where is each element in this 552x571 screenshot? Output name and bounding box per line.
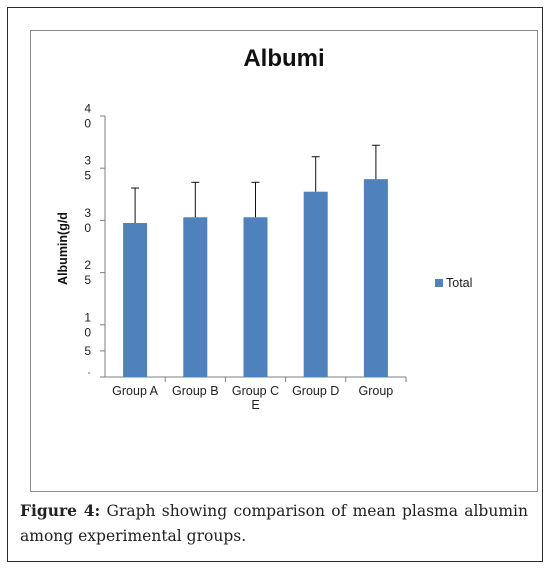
figure-caption: Figure 4: Graph showing comparison of me… [20,498,528,549]
y-tick-label: 5 [84,344,91,358]
y-tick-label: 0 [84,117,91,131]
x-category-label: Group A [112,384,159,398]
bar [243,217,268,377]
y-tick-label: 3 [84,154,91,168]
y-tick-label: 1 [84,310,91,324]
chart-title: Albumi [243,45,325,72]
bar [123,223,148,377]
figure-frame: Albumi ˈ 5 1 0 2 5 3 0 3 5 4 0 Group A Group B Group C… [7,7,543,562]
chart-area: Albumi ˈ 5 1 0 2 5 3 0 3 5 4 0 Group A Group B Group C… [30,30,538,492]
y-tick-label: 5 [84,169,91,183]
x-category-label: Group B [172,384,219,398]
y-tick-label: 5 [84,273,91,287]
legend-swatch [435,279,443,287]
y-tick-label: 4 [84,102,91,116]
bar [183,217,208,377]
bar [363,179,388,377]
y-tick-label: 0 [84,221,91,235]
y-tick-label: 2 [84,258,91,272]
x-category-label: Group D [292,384,339,398]
y-axis-title: Albumin(g/d [56,212,70,285]
caption-label: Figure 4: [20,501,101,520]
caption-text: Graph showing comparison of mean plasma … [20,502,528,545]
x-category-label: Group [359,384,394,398]
y-tick-label: ˈ [87,370,91,384]
x-category-label-overflow: E [251,398,259,412]
y-tick-label: 3 [84,206,91,220]
bar [303,191,328,377]
y-tick-label: 0 [84,325,91,339]
x-category-label: Group C [232,384,279,398]
legend-label: Total [446,276,472,290]
